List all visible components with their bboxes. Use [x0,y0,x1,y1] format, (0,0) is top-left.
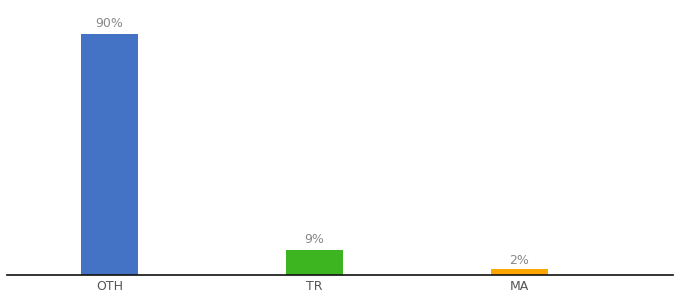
Bar [81,34,137,274]
Bar [286,250,343,274]
Bar [491,269,547,274]
Text: 9%: 9% [305,233,324,246]
Text: 90%: 90% [95,17,123,30]
Text: 2%: 2% [509,254,529,267]
